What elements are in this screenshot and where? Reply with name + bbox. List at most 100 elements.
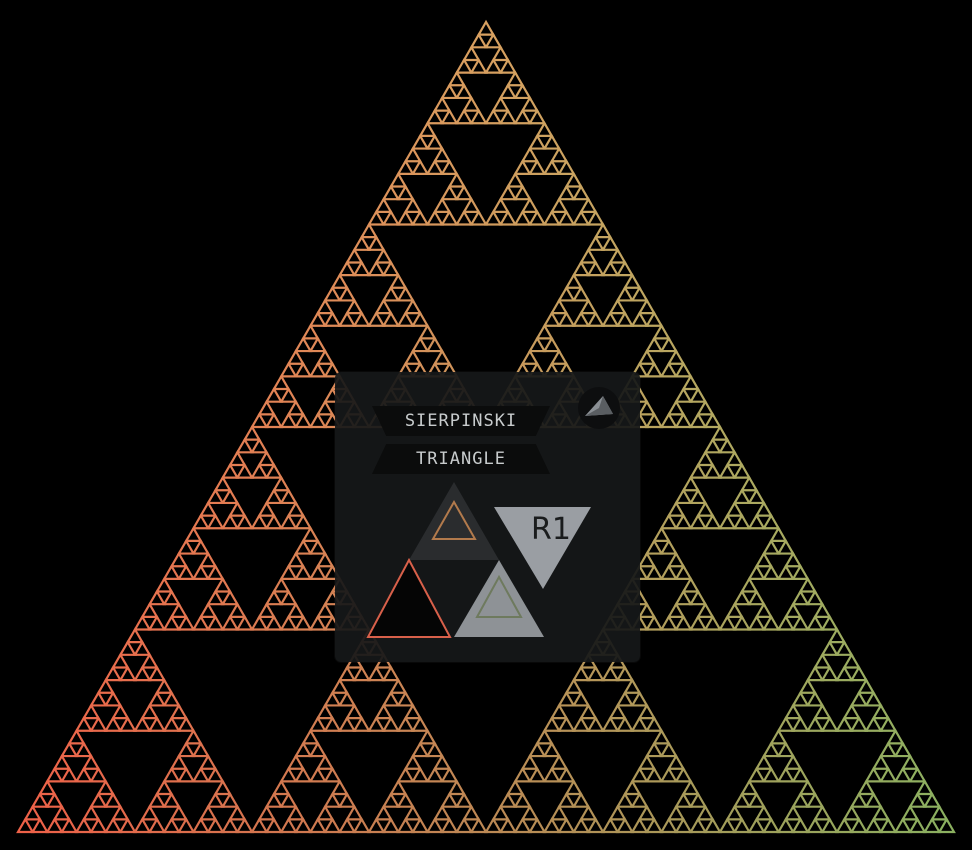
fractal-cell bbox=[330, 677, 349, 694]
fractal-cell bbox=[644, 715, 664, 732]
fractal-cell bbox=[257, 804, 276, 821]
fractal-cell bbox=[425, 766, 445, 783]
fractal-cell bbox=[761, 766, 781, 783]
fractal-cell bbox=[805, 690, 825, 707]
fractal-cell bbox=[38, 779, 57, 796]
fractal-cell bbox=[842, 804, 861, 821]
fractal-cell bbox=[337, 310, 357, 327]
fractal-cell bbox=[644, 614, 664, 631]
fractal-cell bbox=[520, 804, 540, 821]
fractal-cell bbox=[674, 589, 693, 606]
fractal-cell bbox=[279, 513, 298, 530]
fractal-cell bbox=[542, 766, 562, 783]
pyramid-icon[interactable] bbox=[577, 386, 621, 430]
fractal-cell bbox=[206, 564, 225, 580]
fractal-cell bbox=[696, 601, 715, 618]
fractal-cell bbox=[396, 285, 415, 302]
fractal-cell bbox=[206, 766, 225, 783]
fractal-cell bbox=[235, 462, 254, 479]
fractal-cell bbox=[805, 614, 825, 631]
fractal-cell bbox=[432, 753, 452, 770]
fractal-cell bbox=[432, 95, 452, 112]
fractal-cell bbox=[191, 614, 211, 631]
fractal-cell bbox=[498, 817, 518, 834]
fractal-cell bbox=[381, 690, 401, 707]
fractal-cell bbox=[527, 766, 547, 783]
fractal-cell bbox=[857, 677, 876, 694]
fractal-cell bbox=[527, 741, 547, 758]
fractal-cell bbox=[111, 804, 130, 821]
fractal-cell bbox=[206, 589, 225, 606]
fractal-cell bbox=[908, 817, 927, 834]
fractal-cell bbox=[871, 753, 891, 770]
fractal-cell bbox=[886, 728, 905, 745]
fractal-cell bbox=[557, 690, 576, 707]
fractal-cell bbox=[813, 804, 832, 821]
fractal-cell bbox=[732, 817, 752, 834]
fractal-cell bbox=[323, 310, 342, 327]
fractal-cell bbox=[410, 741, 430, 758]
fractal-cell bbox=[286, 399, 306, 416]
fractal-cell bbox=[52, 804, 72, 821]
fractal-cell bbox=[133, 665, 152, 682]
fractal-cell bbox=[506, 70, 525, 87]
fractal-cell bbox=[381, 184, 401, 201]
fractal-cell bbox=[425, 817, 445, 834]
fractal-cell bbox=[410, 159, 430, 175]
fractal-cell bbox=[579, 196, 598, 213]
fractal-cell bbox=[155, 576, 174, 593]
fractal-cell bbox=[403, 348, 423, 365]
fractal-cell bbox=[330, 779, 349, 796]
fractal-cell bbox=[491, 196, 510, 213]
fractal-cell bbox=[776, 614, 796, 631]
fractal-cell bbox=[155, 779, 174, 796]
fractal-cell bbox=[462, 196, 481, 213]
fractal-cell bbox=[615, 665, 635, 682]
fractal-cell bbox=[264, 513, 284, 530]
fractal-cell bbox=[279, 361, 298, 378]
fractal-cell bbox=[681, 779, 700, 796]
fractal-cell bbox=[579, 804, 598, 821]
fractal-cell bbox=[864, 690, 883, 707]
fractal-cell bbox=[286, 753, 306, 770]
fractal-cell bbox=[601, 234, 620, 251]
fractal-cell bbox=[184, 728, 203, 745]
fractal-cell bbox=[630, 766, 649, 783]
fractal-cell bbox=[586, 817, 605, 834]
fractal-cell bbox=[878, 741, 898, 758]
fractal-cell bbox=[835, 639, 854, 656]
fractal-cell bbox=[403, 703, 423, 720]
fractal-cell bbox=[601, 817, 620, 834]
fractal-cell bbox=[162, 715, 181, 732]
fractal-cell bbox=[623, 272, 642, 289]
fractal-cell bbox=[440, 184, 459, 201]
fractal-cell bbox=[286, 348, 306, 365]
fractal-cell bbox=[761, 564, 781, 580]
fractal-cell bbox=[286, 601, 306, 618]
fractal-cell bbox=[527, 336, 547, 353]
fractal-cell bbox=[59, 817, 79, 834]
fractal-cell bbox=[257, 450, 276, 467]
fractal-cell bbox=[666, 348, 686, 365]
fractal-cell bbox=[513, 83, 532, 100]
fractal-cell bbox=[666, 804, 686, 821]
fractal-cell bbox=[352, 310, 371, 327]
fractal-cell bbox=[74, 817, 94, 834]
fractal-cell bbox=[323, 361, 342, 378]
fractal-cell bbox=[337, 715, 357, 732]
fractal-cell bbox=[250, 614, 269, 631]
fractal-cell bbox=[367, 260, 386, 277]
fractal-cell bbox=[908, 766, 927, 783]
fractal-cell bbox=[674, 386, 693, 403]
fractal-cell bbox=[696, 804, 715, 821]
fractal-cell bbox=[549, 703, 569, 720]
fractal-cell bbox=[608, 247, 627, 264]
fractal-cell bbox=[659, 412, 679, 429]
fractal-cell bbox=[337, 791, 357, 808]
fractal-cell bbox=[630, 310, 649, 327]
fractal-cell bbox=[527, 209, 547, 226]
fractal-cell bbox=[220, 462, 240, 479]
fractal-cell bbox=[396, 715, 415, 732]
fractal-cell bbox=[293, 766, 313, 783]
fractal-cell bbox=[864, 817, 883, 834]
